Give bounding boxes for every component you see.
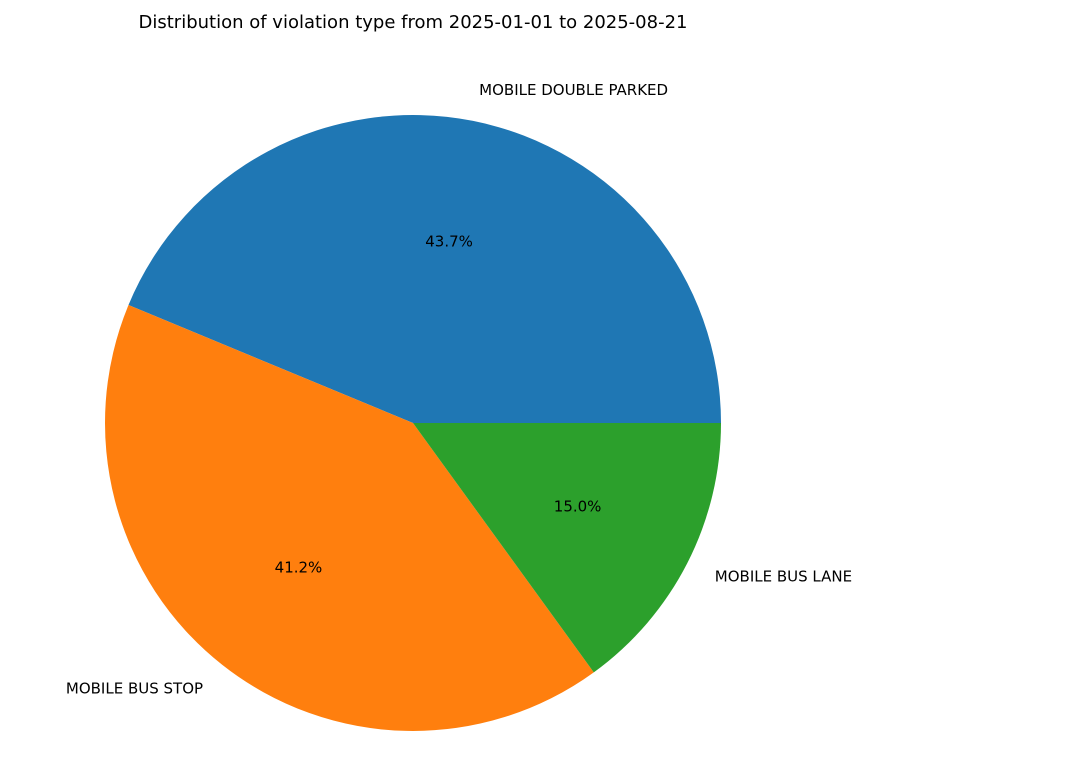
pie-percent-labels: 43.7% 41.2% 15.0% <box>275 232 602 576</box>
chart-title: Distribution of violation type from 2025… <box>139 12 688 33</box>
pie-slices <box>105 115 721 731</box>
pie-percent-label-mobile-bus-stop: 41.2% <box>275 559 323 577</box>
pie-category-label-mobile-bus-stop: MOBILE BUS STOP <box>66 679 203 697</box>
pie-slice-mobile-double-parked <box>128 115 721 423</box>
pie-category-label-mobile-bus-lane: MOBILE BUS LANE <box>715 567 852 585</box>
pie-slice-mobile-bus-stop <box>105 305 594 731</box>
pie-category-labels: MOBILE DOUBLE PARKED MOBILE BUS STOP MOBIL… <box>66 81 852 697</box>
pie-category-label-mobile-double-parked: MOBILE DOUBLE PARKED <box>479 81 668 99</box>
pie-percent-label-mobile-double-parked: 43.7% <box>425 232 473 250</box>
pie-slice-mobile-bus-lane <box>413 423 721 673</box>
pie-percent-label-mobile-bus-lane: 15.0% <box>554 497 602 515</box>
